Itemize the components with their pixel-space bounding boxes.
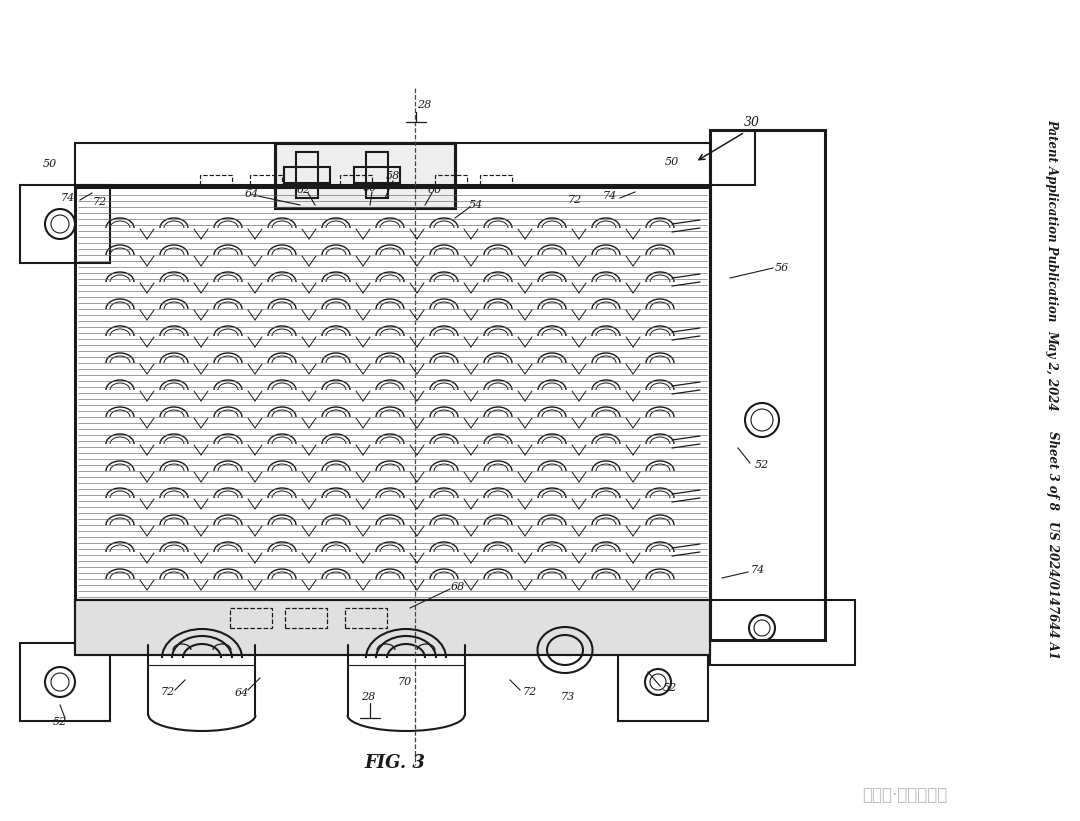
- Bar: [21, 185, 110, 263]
- Bar: [249, 175, 282, 187]
- Text: 54: 54: [469, 200, 483, 210]
- Bar: [21, 643, 110, 721]
- Bar: [340, 175, 372, 187]
- Bar: [75, 600, 710, 655]
- Text: US 2024/0147644 A1: US 2024/0147644 A1: [1045, 521, 1058, 659]
- Bar: [275, 143, 455, 208]
- Bar: [710, 130, 825, 640]
- Text: Sheet 3 of 8: Sheet 3 of 8: [1045, 430, 1058, 510]
- Text: May 2, 2024: May 2, 2024: [1045, 330, 1058, 410]
- Bar: [230, 608, 272, 628]
- Text: 66: 66: [363, 183, 377, 193]
- Text: 60: 60: [428, 185, 442, 195]
- Text: 52: 52: [755, 460, 769, 470]
- Bar: [480, 175, 512, 187]
- Text: 52: 52: [53, 717, 67, 727]
- Bar: [435, 175, 467, 187]
- Text: 74: 74: [603, 191, 617, 201]
- Text: 56: 56: [775, 263, 789, 273]
- Text: 50: 50: [43, 159, 57, 169]
- Bar: [200, 175, 232, 187]
- Bar: [354, 167, 400, 183]
- Text: 50: 50: [665, 157, 679, 167]
- Text: 72: 72: [93, 197, 107, 207]
- Text: FIG. 3: FIG. 3: [365, 754, 426, 772]
- Bar: [618, 643, 708, 721]
- Text: 74: 74: [60, 193, 76, 203]
- Bar: [75, 143, 710, 188]
- Text: 64: 64: [245, 189, 259, 199]
- Text: 28: 28: [417, 100, 431, 110]
- Text: 62: 62: [297, 185, 311, 195]
- Bar: [710, 600, 855, 665]
- Bar: [366, 152, 388, 198]
- Text: 70: 70: [397, 677, 413, 687]
- Bar: [75, 185, 710, 605]
- Text: 73: 73: [561, 692, 576, 702]
- Text: 72: 72: [161, 687, 175, 697]
- Bar: [296, 152, 318, 198]
- Text: 64: 64: [234, 688, 249, 698]
- Text: 28: 28: [361, 692, 375, 702]
- Text: 30: 30: [744, 116, 760, 129]
- Text: 74: 74: [751, 565, 765, 575]
- Text: Patent Application Publication: Patent Application Publication: [1045, 119, 1058, 321]
- Bar: [75, 600, 710, 655]
- Text: 58: 58: [386, 171, 400, 181]
- Bar: [285, 608, 327, 628]
- Text: 公众号·艾邦加工展: 公众号·艾邦加工展: [862, 786, 947, 804]
- Text: 72: 72: [523, 687, 537, 697]
- Bar: [345, 608, 387, 628]
- Bar: [284, 167, 330, 183]
- Text: 52: 52: [663, 683, 677, 693]
- Bar: [275, 143, 455, 208]
- Text: 72: 72: [568, 195, 582, 205]
- Text: 68: 68: [450, 582, 465, 592]
